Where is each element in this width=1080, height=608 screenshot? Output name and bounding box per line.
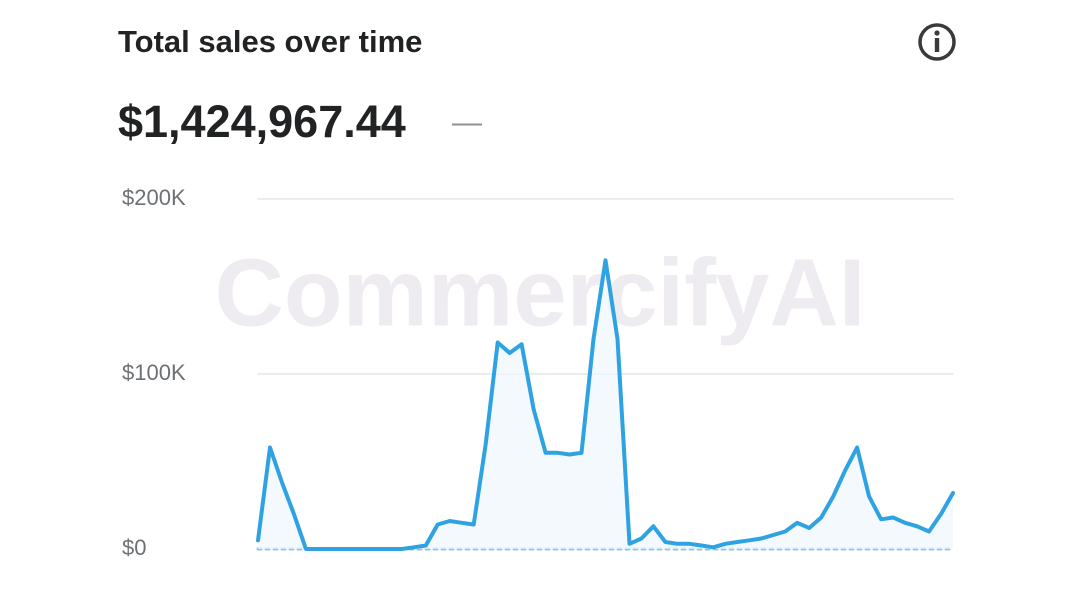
card-title: Total sales over time — [118, 24, 422, 59]
total-value: $1,424,967.44 — [118, 96, 406, 147]
y-tick-label: $0 — [122, 535, 146, 560]
area — [258, 260, 953, 549]
watermark: CommercifyAI — [215, 239, 866, 346]
sales-line — [256, 258, 955, 551]
y-tick-label: $200K — [122, 185, 186, 210]
info-icon[interactable] — [918, 23, 956, 61]
y-tick-label: $100K — [122, 360, 186, 385]
comparison: — — [452, 106, 482, 139]
